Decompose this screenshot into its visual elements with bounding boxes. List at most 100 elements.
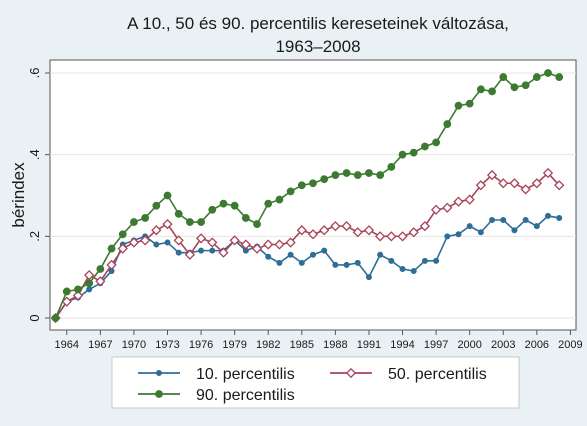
data-point: [298, 259, 305, 266]
data-point: [486, 169, 498, 181]
data-point: [130, 218, 138, 226]
y-axis-label: bérindex: [9, 162, 28, 228]
data-point: [219, 199, 228, 208]
data-point: [399, 265, 406, 272]
data-point: [164, 239, 171, 246]
data-point: [354, 259, 361, 266]
data-point: [85, 279, 94, 288]
x-tick-label: 1982: [256, 339, 280, 351]
data-point: [408, 227, 419, 238]
x-tick-label: 1988: [323, 339, 347, 351]
data-point: [86, 286, 93, 293]
data-point: [319, 225, 330, 236]
series-line: [54, 171, 560, 319]
data-point: [511, 227, 518, 234]
data-point: [455, 231, 462, 238]
data-point: [265, 253, 272, 260]
data-point: [554, 180, 565, 191]
data-point: [421, 257, 428, 264]
data-point: [251, 243, 263, 254]
legend-entry-2: 50. percentilis: [330, 366, 487, 383]
legend-marker: [345, 367, 357, 379]
data-point: [342, 169, 351, 177]
series-line: [54, 215, 560, 319]
data-point: [286, 187, 295, 196]
data-point: [545, 212, 552, 219]
data-point: [307, 229, 319, 240]
data-point: [263, 239, 274, 250]
data-point: [197, 218, 205, 226]
data-point: [341, 221, 352, 232]
y-tick-label: .6: [27, 68, 42, 79]
data-point: [509, 178, 520, 189]
data-point: [107, 244, 116, 253]
data-point: [218, 247, 229, 258]
data-point: [276, 259, 283, 266]
data-point: [488, 87, 496, 96]
data-point: [520, 184, 531, 195]
plot-area: [49, 59, 577, 331]
axes: 0 .2 .4 .6 1964 1967 1970 1973 1976 1979 1982 1985 1…: [27, 68, 583, 351]
data-point: [62, 287, 71, 296]
x-tick-label: 1973: [155, 339, 179, 351]
data-point: [184, 249, 196, 260]
data-point: [106, 259, 117, 271]
legend-label: 90. percentilis: [196, 387, 295, 404]
series-layer: [50, 69, 565, 324]
legend-entry-1: 10. percentilis: [138, 366, 295, 383]
data-point: [363, 225, 375, 236]
data-point: [365, 169, 373, 177]
data-point: [489, 217, 496, 224]
data-point: [309, 179, 317, 188]
data-point: [287, 251, 294, 258]
data-point: [376, 171, 385, 179]
data-point: [198, 247, 205, 254]
x-tick-label: 1994: [390, 339, 414, 351]
data-point: [365, 274, 372, 281]
data-point: [453, 196, 464, 207]
data-point: [375, 231, 386, 242]
data-point: [522, 217, 529, 224]
data-point: [128, 237, 140, 248]
data-point: [185, 218, 194, 226]
series-2: [50, 167, 565, 324]
data-point: [117, 243, 128, 254]
series-line: [54, 72, 560, 319]
data-point: [330, 221, 341, 232]
data-point: [297, 181, 306, 190]
chart-title-line1: A 10., 50 és 90. percentilis kereseteine…: [127, 14, 509, 33]
data-point: [433, 257, 440, 264]
data-point: [275, 195, 284, 204]
data-point: [353, 171, 362, 179]
data-point: [84, 270, 95, 281]
series-3: [51, 69, 564, 322]
data-point: [499, 73, 508, 81]
data-point: [352, 227, 363, 238]
data-point: [72, 290, 84, 301]
data-point: [208, 205, 217, 214]
data-point: [386, 231, 397, 242]
data-point: [195, 233, 207, 244]
data-point: [151, 225, 162, 236]
data-point: [296, 225, 307, 236]
x-tick-label: 1985: [290, 339, 314, 351]
data-point: [173, 235, 184, 246]
data-point: [264, 199, 273, 208]
data-point: [388, 257, 395, 264]
data-point: [175, 249, 182, 256]
data-point: [343, 261, 350, 268]
data-point: [96, 265, 105, 273]
data-point: [555, 73, 564, 81]
legend-marker: [156, 369, 163, 376]
data-point: [320, 175, 329, 184]
data-point: [421, 142, 429, 151]
legend-label: 10. percentilis: [196, 366, 295, 383]
data-point: [141, 214, 150, 222]
legend: [111, 356, 520, 409]
x-tick-label: 1991: [357, 339, 381, 351]
data-point: [332, 261, 339, 268]
x-tick-label: 1997: [424, 339, 448, 351]
data-point: [331, 171, 340, 179]
data-point: [274, 239, 285, 250]
data-point: [477, 229, 484, 236]
